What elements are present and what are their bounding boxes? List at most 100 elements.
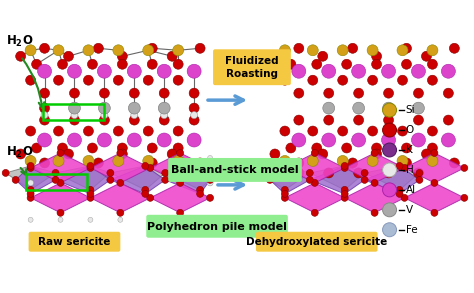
Circle shape [324, 88, 334, 98]
Polygon shape [365, 166, 419, 190]
Circle shape [191, 112, 198, 119]
Circle shape [147, 164, 154, 171]
Circle shape [427, 45, 438, 56]
Polygon shape [150, 183, 210, 213]
Circle shape [58, 217, 63, 222]
Circle shape [266, 176, 273, 183]
Circle shape [311, 179, 318, 186]
Circle shape [347, 43, 358, 53]
FancyBboxPatch shape [28, 232, 120, 252]
Circle shape [100, 103, 109, 113]
Circle shape [28, 217, 33, 222]
Circle shape [282, 162, 288, 169]
Circle shape [27, 190, 34, 197]
Circle shape [70, 103, 80, 113]
Circle shape [187, 133, 201, 147]
FancyBboxPatch shape [146, 215, 288, 238]
Polygon shape [270, 166, 310, 194]
Circle shape [128, 102, 140, 114]
Text: Si: Si [405, 105, 415, 115]
Polygon shape [31, 153, 91, 183]
Circle shape [322, 133, 336, 147]
Circle shape [195, 158, 205, 168]
Circle shape [416, 176, 423, 183]
Circle shape [323, 102, 335, 114]
Text: Fluidized
Roasting: Fluidized Roasting [225, 56, 279, 79]
Polygon shape [345, 153, 404, 183]
Circle shape [131, 112, 138, 119]
Circle shape [25, 156, 36, 166]
Circle shape [383, 123, 397, 137]
Circle shape [341, 162, 348, 169]
Circle shape [129, 115, 139, 125]
Circle shape [461, 164, 468, 171]
Circle shape [162, 169, 169, 176]
Circle shape [53, 45, 64, 56]
Circle shape [57, 209, 64, 216]
Circle shape [416, 169, 423, 176]
Circle shape [292, 133, 306, 147]
Circle shape [341, 194, 348, 201]
Circle shape [383, 203, 397, 217]
Circle shape [129, 103, 139, 113]
Circle shape [401, 164, 408, 171]
Circle shape [341, 164, 348, 171]
Polygon shape [16, 166, 55, 194]
Circle shape [443, 88, 453, 98]
Circle shape [173, 156, 183, 166]
Circle shape [147, 43, 157, 53]
Circle shape [118, 180, 123, 186]
Circle shape [368, 75, 378, 85]
Circle shape [411, 64, 426, 78]
Circle shape [306, 176, 313, 183]
Circle shape [159, 103, 169, 113]
Circle shape [367, 156, 378, 166]
Circle shape [161, 112, 168, 119]
Circle shape [282, 164, 288, 171]
Circle shape [173, 45, 183, 56]
Circle shape [189, 115, 199, 125]
Polygon shape [150, 153, 210, 183]
Circle shape [308, 75, 318, 85]
Circle shape [87, 162, 94, 169]
Circle shape [197, 190, 204, 197]
Circle shape [57, 59, 67, 69]
Circle shape [88, 217, 93, 222]
Circle shape [87, 164, 94, 171]
Circle shape [207, 194, 214, 201]
Polygon shape [91, 183, 150, 213]
Circle shape [41, 112, 48, 119]
Circle shape [383, 223, 397, 237]
Circle shape [396, 190, 403, 197]
Circle shape [71, 112, 78, 119]
Circle shape [189, 88, 199, 98]
Circle shape [347, 158, 358, 168]
Circle shape [93, 158, 103, 168]
Circle shape [129, 88, 139, 98]
Circle shape [195, 43, 205, 53]
Circle shape [282, 194, 288, 201]
Circle shape [2, 169, 9, 176]
Circle shape [178, 156, 182, 161]
Circle shape [280, 126, 290, 136]
Circle shape [197, 162, 204, 169]
Circle shape [52, 169, 59, 176]
Circle shape [294, 43, 304, 53]
Polygon shape [310, 166, 365, 190]
FancyBboxPatch shape [256, 232, 378, 252]
Circle shape [32, 59, 42, 69]
Circle shape [401, 143, 411, 153]
Circle shape [157, 64, 171, 78]
Circle shape [87, 186, 94, 193]
Polygon shape [55, 166, 110, 190]
Text: H: H [405, 165, 413, 175]
Polygon shape [404, 183, 465, 213]
Circle shape [147, 59, 157, 69]
Circle shape [383, 115, 393, 125]
Circle shape [337, 156, 348, 166]
Circle shape [352, 133, 365, 147]
FancyBboxPatch shape [213, 49, 291, 85]
Circle shape [117, 209, 124, 216]
Circle shape [16, 149, 26, 159]
Circle shape [270, 51, 280, 61]
